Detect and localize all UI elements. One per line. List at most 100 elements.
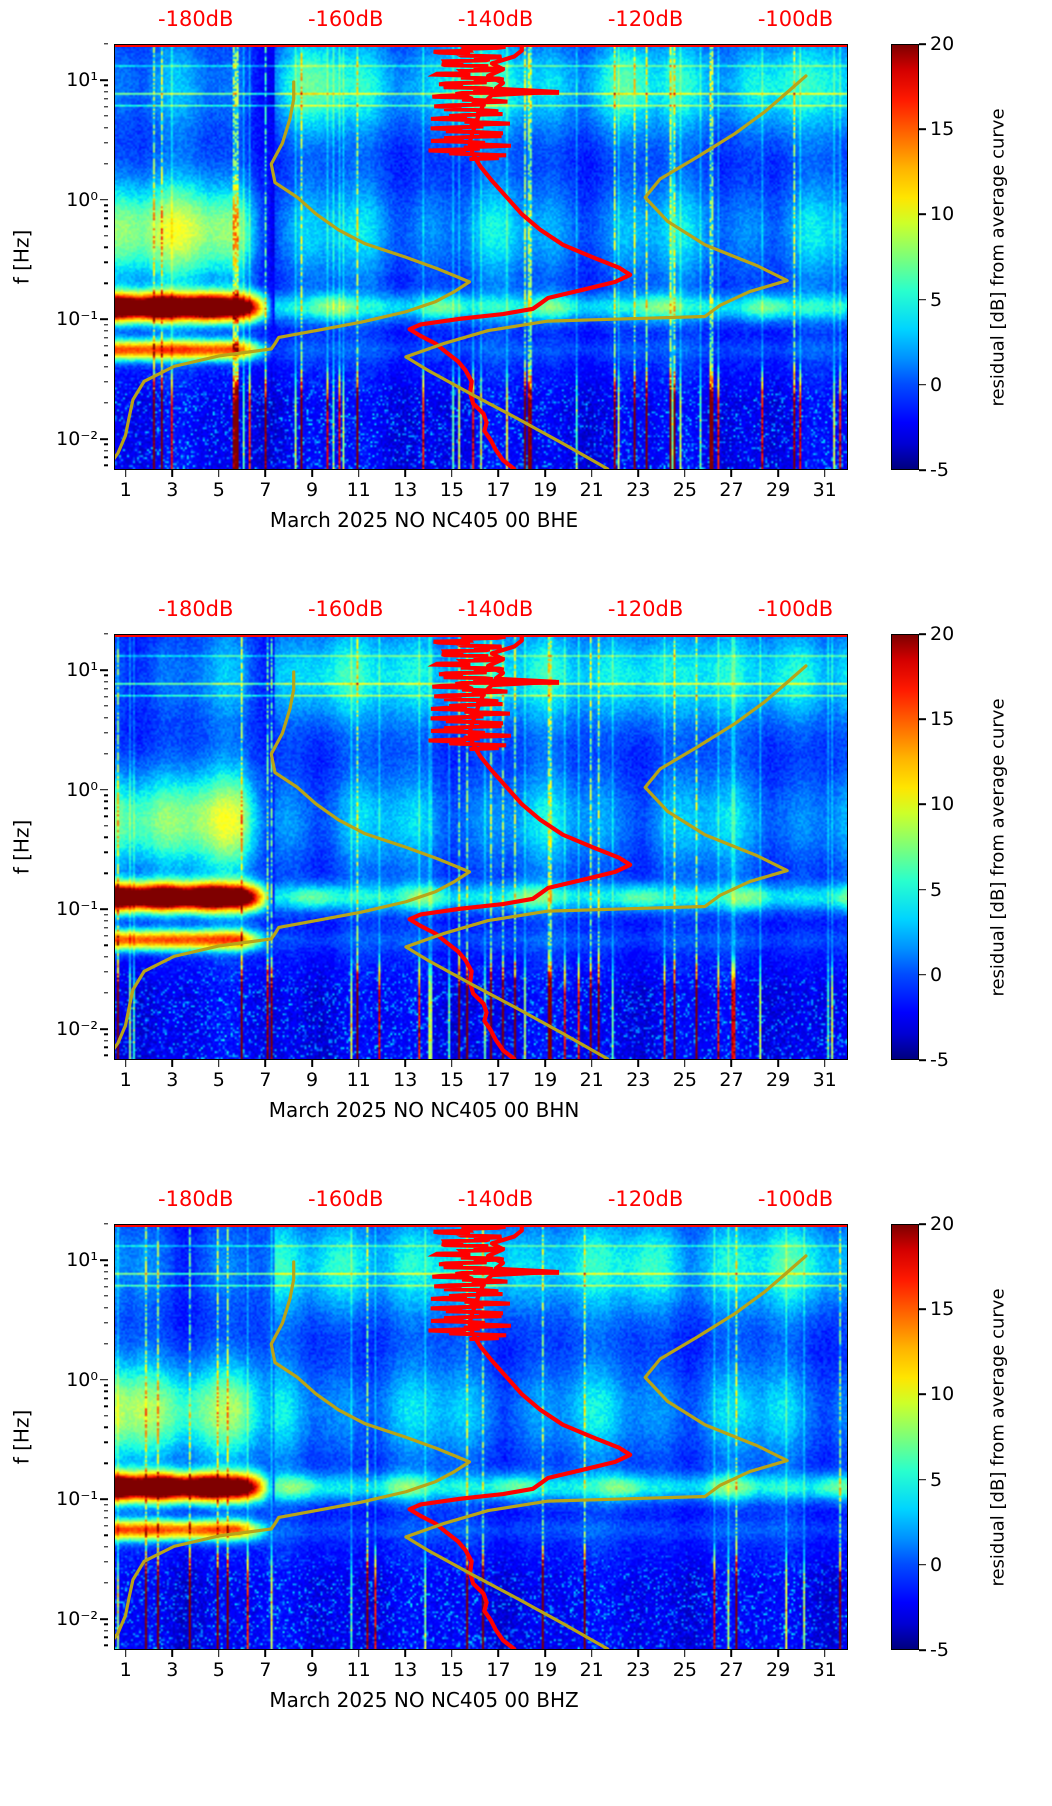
colorbar-tick-label--5: -5 bbox=[930, 1049, 949, 1071]
colorbar-tick bbox=[919, 384, 926, 386]
colorbar-tick bbox=[919, 974, 926, 976]
x-tick-label-25: 25 bbox=[672, 479, 697, 501]
panel-bhz: -180dB -160dB -140dB -120dB -100dB f [Hz] 10… bbox=[0, 1180, 1052, 1762]
nhnm-gold-curve bbox=[404, 664, 808, 1059]
y-tick-minor bbox=[103, 261, 108, 263]
colorbar-label-0: residual [dB] from average curve bbox=[985, 44, 1011, 470]
colorbar-tick bbox=[919, 1393, 926, 1396]
x-tick bbox=[404, 1650, 407, 1657]
colorbar-tick-label-20: 20 bbox=[930, 623, 955, 645]
x-tick-label-19: 19 bbox=[532, 1069, 558, 1091]
y-tick-major bbox=[100, 1028, 108, 1030]
x-tick-label-3: 3 bbox=[166, 1069, 179, 1091]
top-db-label--160: -160dB bbox=[307, 7, 384, 31]
y-tick-minor bbox=[103, 1390, 108, 1392]
x-tick bbox=[823, 470, 826, 477]
y-tick-label-0: 10¹ bbox=[66, 1249, 98, 1271]
x-tick-label-31: 31 bbox=[812, 1069, 837, 1091]
x-tick bbox=[357, 470, 360, 477]
x-tick bbox=[264, 1060, 267, 1067]
x-tick-label-27: 27 bbox=[719, 479, 744, 501]
y-tick-minor bbox=[103, 345, 108, 347]
y-tick-minor bbox=[103, 84, 108, 87]
y-tick-minor bbox=[103, 716, 108, 719]
y-tick-major bbox=[100, 79, 108, 81]
top-db-label--140: -140dB bbox=[457, 1187, 534, 1211]
colorbar-ticks-1: 20 15 10 5 0 -5 bbox=[919, 623, 979, 1071]
colorbar-tick bbox=[919, 1564, 926, 1566]
x-tick bbox=[311, 1650, 313, 1657]
y-tick-minor bbox=[103, 246, 108, 248]
x-tick-label-1: 1 bbox=[119, 1659, 132, 1681]
y-tick-minor bbox=[103, 1561, 108, 1563]
y-tick-minor bbox=[103, 115, 108, 117]
y-tick-minor bbox=[103, 935, 108, 937]
colorbar-label-text-1: residual [dB] from average curve bbox=[987, 697, 1009, 997]
top-db-label--100: -100dB bbox=[757, 597, 834, 621]
x-tick-label-23: 23 bbox=[626, 1069, 651, 1091]
x-tick bbox=[497, 470, 500, 477]
y-tick-minor bbox=[103, 687, 108, 690]
plot-area-1 bbox=[114, 634, 848, 1060]
y-tick-minor bbox=[103, 225, 108, 227]
x-tick-label-21: 21 bbox=[579, 1069, 604, 1091]
y-tick-minor bbox=[103, 927, 108, 929]
y-tick-label-0: 10¹ bbox=[66, 69, 98, 91]
y-tick-minor bbox=[103, 920, 108, 922]
x-tick bbox=[264, 470, 267, 477]
y-tick-major bbox=[100, 1498, 108, 1501]
top-db-axis-labels-1: -180dB -160dB -140dB -120dB -100dB bbox=[114, 596, 848, 626]
x-tick-label-9: 9 bbox=[306, 479, 319, 501]
y-tick-minor bbox=[103, 1039, 108, 1042]
colorbar-tick bbox=[919, 633, 926, 635]
x-tick-label-7: 7 bbox=[259, 1069, 272, 1091]
colorbar-label-text-2: residual [dB] from average curve bbox=[987, 1287, 1009, 1587]
colorbar-label-text-0: residual [dB] from average curve bbox=[987, 107, 1009, 407]
x-tick bbox=[218, 470, 220, 477]
top-db-label--160: -160dB bbox=[307, 597, 384, 621]
y-tick-major bbox=[100, 1259, 108, 1261]
y-tick-minor bbox=[103, 1384, 108, 1386]
y-tick-minor bbox=[103, 944, 108, 946]
plot-area-2 bbox=[114, 1224, 848, 1650]
x-tick bbox=[684, 470, 686, 477]
x-tick-label-15: 15 bbox=[439, 1659, 464, 1681]
colorbar-tick bbox=[919, 1308, 926, 1310]
colorbar-tick-label-0: 0 bbox=[930, 373, 943, 396]
x-tick-label-9: 9 bbox=[306, 1659, 319, 1681]
colorbar-tick bbox=[919, 1478, 926, 1481]
x-tick-label-13: 13 bbox=[393, 1069, 418, 1091]
y-tick-minor bbox=[103, 141, 108, 144]
colorbar-tick bbox=[919, 888, 926, 891]
y-tick-minor bbox=[103, 1033, 108, 1036]
x-tick bbox=[171, 1650, 174, 1657]
y-tick-minor bbox=[103, 633, 108, 635]
top-db-label--180: -180dB bbox=[158, 1187, 234, 1211]
y-tick-minor bbox=[103, 324, 108, 326]
x-tick-label-21: 21 bbox=[579, 1659, 604, 1681]
panel-bhn: -180dB -160dB -140dB -120dB -100dB f [Hz] 10… bbox=[0, 590, 1052, 1172]
x-tick-labels-0: 1 3 5 7 9 11 13 15 17 19 21 23 25 27 29 31 bbox=[114, 479, 848, 507]
top-db-label--180: -180dB bbox=[158, 7, 234, 31]
y-tick-minor bbox=[103, 1644, 108, 1647]
y-tick-minor bbox=[103, 1277, 108, 1280]
y-tick-minor bbox=[103, 1405, 108, 1407]
x-tick-label-17: 17 bbox=[486, 1659, 511, 1681]
y-tick-label-1: 10⁰ bbox=[66, 1368, 98, 1391]
top-db-label--140: -140dB bbox=[457, 7, 534, 31]
nlnm-gold-curve bbox=[115, 80, 472, 461]
psd-red-curve-detail bbox=[427, 635, 512, 752]
overlay-curves-0 bbox=[115, 45, 847, 469]
x-tick bbox=[357, 1060, 360, 1067]
red-top-line-1 bbox=[115, 635, 847, 637]
x-tick bbox=[124, 1650, 127, 1657]
y-tick-minor bbox=[103, 1629, 108, 1632]
y-tick-minor bbox=[103, 731, 108, 734]
x-tick bbox=[777, 1060, 779, 1067]
y-tick-label-2: 10⁻¹ bbox=[56, 308, 98, 331]
y-tick-minor bbox=[103, 381, 108, 383]
y-axis-label-0: f [Hz] bbox=[8, 44, 34, 470]
colorbar-tick-label--5: -5 bbox=[930, 1639, 949, 1661]
colorbar-tick-label-15: 15 bbox=[930, 1298, 955, 1321]
y-axis-label-text-0: f [Hz] bbox=[9, 229, 34, 285]
